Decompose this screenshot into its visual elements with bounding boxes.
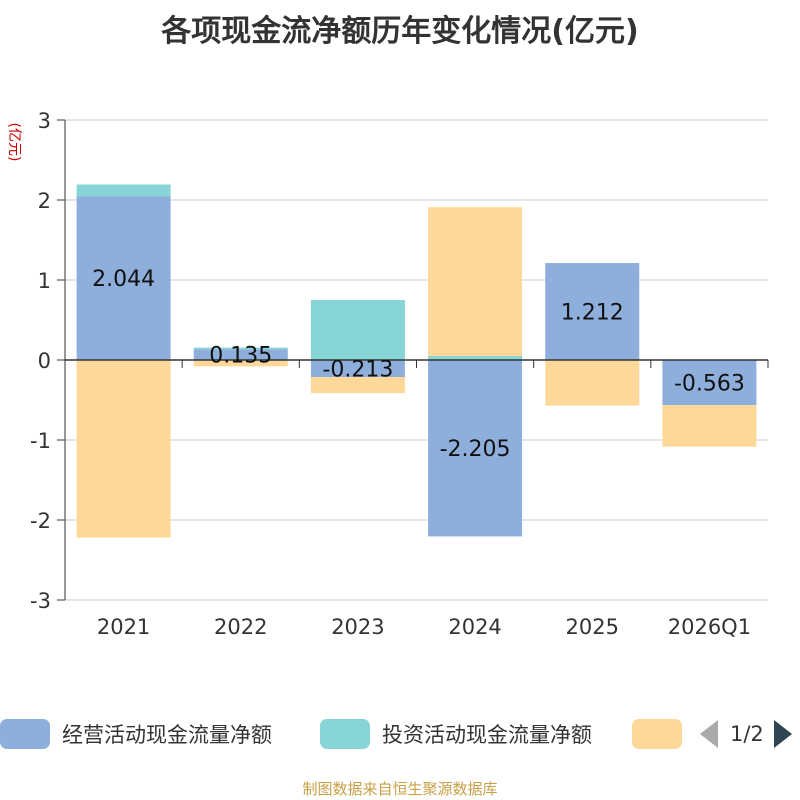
data-label: -0.213	[322, 358, 393, 383]
pager-next-icon[interactable]	[773, 720, 792, 748]
y-tick-label: 2	[38, 189, 51, 213]
bar-2023-series-2	[310, 377, 405, 394]
y-tick-label: 0	[38, 349, 51, 373]
y-tick-label: -2	[30, 509, 51, 533]
bar-2021-series-2	[76, 360, 171, 538]
bar-2026Q1-series-0	[662, 360, 757, 406]
legend-label-investing: 投资活动现金流量净额	[382, 723, 592, 747]
x-tick-label: 2021	[97, 615, 150, 639]
data-label: -2.205	[440, 437, 511, 462]
y-axis-unit-label: (亿元)	[6, 123, 22, 162]
data-label: 2.044	[92, 267, 155, 292]
data-label: 0.135	[209, 344, 272, 369]
source-note: 制图数据来自恒生聚源数据库	[302, 780, 498, 798]
legend-label-operating: 经营活动现金流量净额	[62, 723, 272, 747]
bar-2024-series-2	[428, 207, 523, 356]
data-label: 1.212	[561, 301, 624, 326]
chart-canvas: 3 2 1 0 -1 -2 -3 (亿元) 2021 2022 2023 2024 2025 2026Q1…	[6, 109, 769, 639]
bar-2022-series-1	[193, 347, 288, 350]
bar-2024-series-1	[428, 356, 523, 360]
data-label: -0.563	[674, 372, 745, 397]
chart-title: 各项现金流净额历年变化情况(亿元)	[161, 14, 639, 49]
legend-swatch-operating	[0, 719, 50, 749]
legend-item-third[interactable]	[632, 714, 682, 754]
bar-2023-series-0	[310, 360, 405, 378]
bar-2022-series-2	[193, 360, 288, 367]
x-tick-label: 2022	[214, 615, 267, 639]
bar-2024-series-0	[428, 360, 523, 537]
y-tick-label: -1	[30, 429, 51, 453]
x-tick-label: 2025	[566, 615, 619, 639]
legend-item-investing[interactable]: 投资活动现金流量净额	[320, 714, 592, 754]
x-tick-label: 2026Q1	[668, 615, 751, 639]
bar-2025-series-0	[545, 263, 640, 360]
bar-2026Q1-series-2	[662, 405, 757, 447]
y-tick-label: 3	[38, 109, 51, 133]
legend-swatch-investing	[320, 719, 370, 749]
bar-2021-series-1	[76, 184, 171, 197]
y-tick-label: 1	[38, 269, 51, 293]
bar-2022-series-0	[193, 349, 288, 360]
y-tick-label: -3	[30, 589, 51, 613]
legend-pager: 1/2	[700, 714, 792, 754]
bar-2025-series-2	[545, 360, 640, 406]
x-tick-label: 2023	[331, 615, 384, 639]
legend: 经营活动现金流量净额 投资活动现金流量净额 1/2	[0, 714, 800, 754]
pager-text: 1/2	[730, 722, 764, 746]
x-tick-label: 2024	[448, 615, 501, 639]
bar-2021-series-0	[76, 196, 171, 360]
legend-swatch-third	[632, 719, 682, 749]
legend-item-operating[interactable]: 经营活动现金流量净额	[0, 714, 272, 754]
bar-2023-series-1	[310, 300, 405, 360]
pager-prev-icon[interactable]	[700, 720, 718, 748]
